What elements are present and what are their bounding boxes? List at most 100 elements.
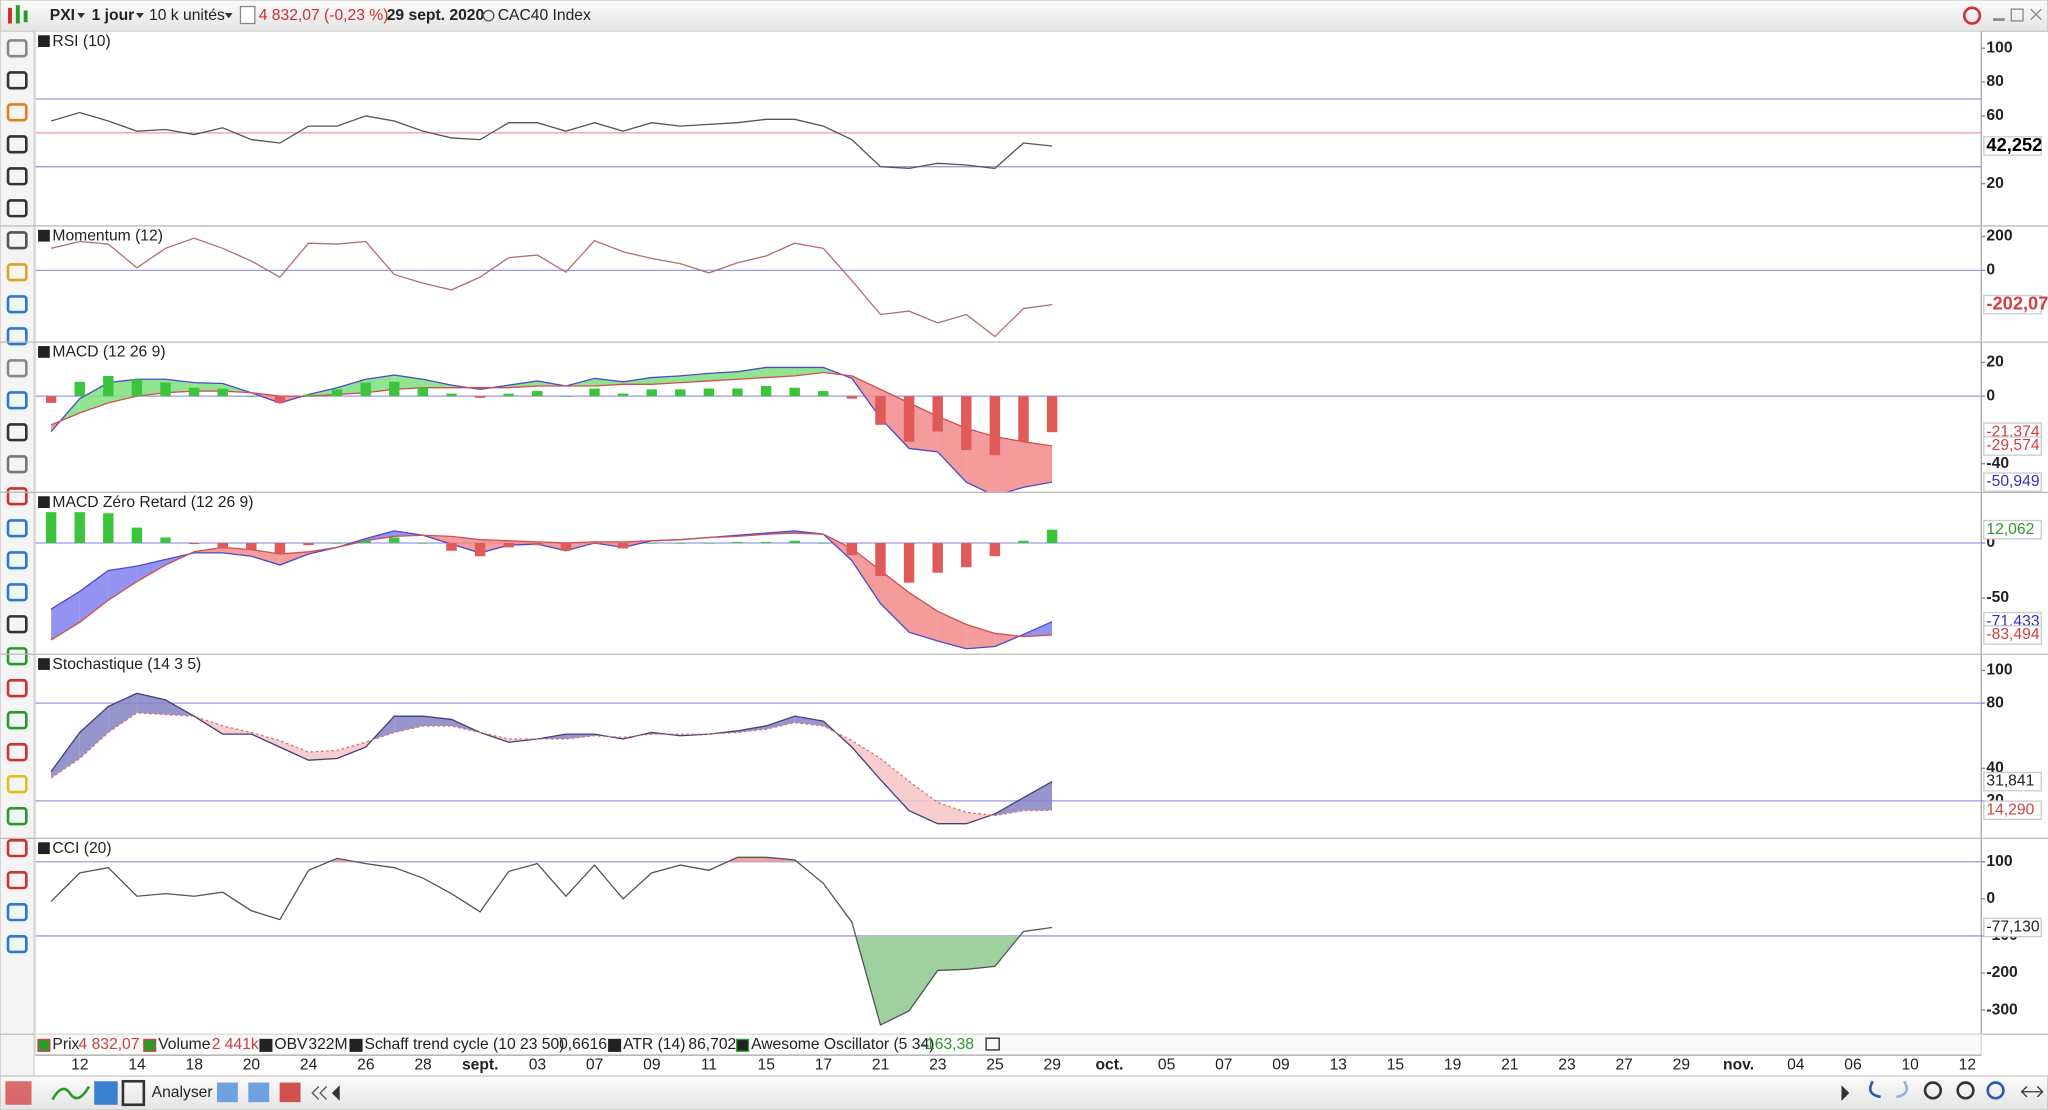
units[interactable]: 10 k unités [149, 7, 225, 24]
y-tick-label: 80 [1986, 73, 2004, 90]
histogram-bar [389, 537, 400, 543]
period[interactable]: 1 jour [92, 7, 135, 24]
fill-band [937, 802, 967, 824]
value-label: 12,062 [1986, 521, 2034, 538]
tool-icon[interactable] [6, 71, 28, 90]
histogram-bar [503, 393, 514, 397]
x-tick-label: 21 [1501, 1057, 1518, 1074]
fill-band [909, 781, 938, 824]
radio-icon[interactable] [482, 9, 495, 22]
y-tick-label: 0 [1986, 387, 1995, 404]
analyze-button[interactable]: Analyser [152, 1084, 213, 1101]
tool-icon[interactable] [6, 743, 28, 762]
tool-icon[interactable] [6, 199, 28, 218]
tool-icon[interactable] [6, 711, 28, 730]
tool-icon[interactable] [6, 647, 28, 666]
x-tick-label: 07 [586, 1057, 603, 1074]
indicator-line [50, 111, 1053, 170]
info-icon[interactable] [239, 5, 256, 25]
x-tick-label: 09 [643, 1057, 660, 1074]
share-icon[interactable] [94, 1081, 118, 1105]
histogram-bar [760, 541, 772, 543]
legend-swatch [736, 1038, 750, 1052]
symbol[interactable]: PXI [50, 7, 75, 24]
indicator-icon[interactable] [51, 1085, 91, 1101]
dropdown-arrow[interactable] [77, 13, 86, 19]
tool-icon[interactable] [6, 807, 28, 826]
tool-icon[interactable] [6, 519, 28, 538]
histogram-bar [961, 396, 972, 451]
window-controls[interactable] [1962, 6, 2042, 25]
tool-icon[interactable] [6, 231, 28, 250]
tool-icon[interactable] [279, 1082, 301, 1103]
tool-icon[interactable] [6, 391, 28, 410]
fill-band [880, 389, 910, 449]
panel-title-swatch [38, 35, 50, 48]
tool-icon[interactable] [6, 679, 28, 698]
x-tick-label: 23 [1558, 1057, 1576, 1074]
tool-icon[interactable] [6, 615, 28, 634]
tool-icon[interactable] [6, 487, 28, 506]
x-tick-label: 18 [186, 1057, 204, 1074]
tool-icon[interactable] [6, 263, 28, 282]
legend-toggle[interactable] [985, 1037, 1000, 1051]
x-tick-label: 20 [243, 1057, 261, 1074]
histogram-bar [274, 396, 286, 403]
fill-band [79, 706, 109, 759]
tool-icon[interactable] [6, 455, 28, 474]
zoom-box[interactable] [1923, 1081, 1943, 1100]
tool-icon[interactable] [248, 1082, 270, 1103]
legend-swatch [143, 1038, 157, 1052]
tool-icon[interactable] [6, 935, 28, 954]
zoom-in[interactable] [1986, 1081, 2005, 1100]
tool-icon[interactable] [6, 103, 28, 122]
tool-icon[interactable] [5, 1081, 32, 1105]
y-tick-label: -200 [1986, 964, 2018, 981]
legend-name: Volume [158, 1036, 211, 1053]
fill-band [851, 740, 881, 780]
instrument-name: CAC40 Index [498, 7, 591, 24]
histogram-bar [74, 381, 85, 397]
redo[interactable] [1896, 1080, 1909, 1099]
scroll-right[interactable] [1841, 1085, 1850, 1101]
y-tick-label: 100 [1986, 39, 2012, 56]
histogram-bar [103, 375, 114, 397]
collapse-icon[interactable] [311, 1086, 328, 1101]
date: 29 sept. 2020 [387, 7, 485, 24]
histogram-bar [389, 381, 400, 397]
indicator-panel: MACD (12 26 9) 20 0 -40 -21,374-29,574 -50,94… [0, 344, 2048, 493]
plot-area [35, 692, 1982, 825]
tool-icon[interactable] [6, 903, 28, 922]
tool-icon[interactable] [6, 583, 28, 602]
tool-icon[interactable] [6, 39, 28, 58]
layout-icon[interactable] [121, 1079, 146, 1107]
dropdown-arrow[interactable] [224, 13, 233, 19]
tool-icon[interactable] [6, 551, 28, 570]
histogram-bar [474, 396, 486, 398]
tool-icon[interactable] [6, 775, 28, 794]
tool-icon[interactable] [216, 1082, 238, 1103]
chart-type-icon[interactable] [8, 5, 28, 24]
tool-icon[interactable] [6, 839, 28, 858]
dropdown-arrow[interactable] [136, 13, 144, 19]
value-label: -50,949 [1986, 473, 2039, 490]
tool-icon[interactable] [6, 871, 28, 890]
tool-icon[interactable] [6, 167, 28, 186]
fill-band [851, 548, 881, 604]
histogram-bar [732, 541, 743, 543]
tool-icon[interactable] [6, 295, 28, 314]
tool-icon[interactable] [6, 423, 28, 442]
undo[interactable] [1868, 1080, 1881, 1099]
tool-icon[interactable] [6, 327, 28, 346]
plot-area [35, 98, 1982, 170]
tool-icon[interactable] [6, 359, 28, 378]
scroll-left[interactable] [331, 1085, 340, 1101]
zoom-out[interactable] [1956, 1081, 1975, 1100]
fill-band [480, 539, 509, 553]
histogram-bar [331, 389, 343, 397]
legend-value: 86,702 [688, 1036, 736, 1053]
bottom-toolbar [0, 1075, 2048, 1110]
value-label-box [1983, 436, 2042, 456]
tool-icon[interactable] [6, 135, 28, 154]
fit-icon[interactable] [2020, 1086, 2044, 1098]
